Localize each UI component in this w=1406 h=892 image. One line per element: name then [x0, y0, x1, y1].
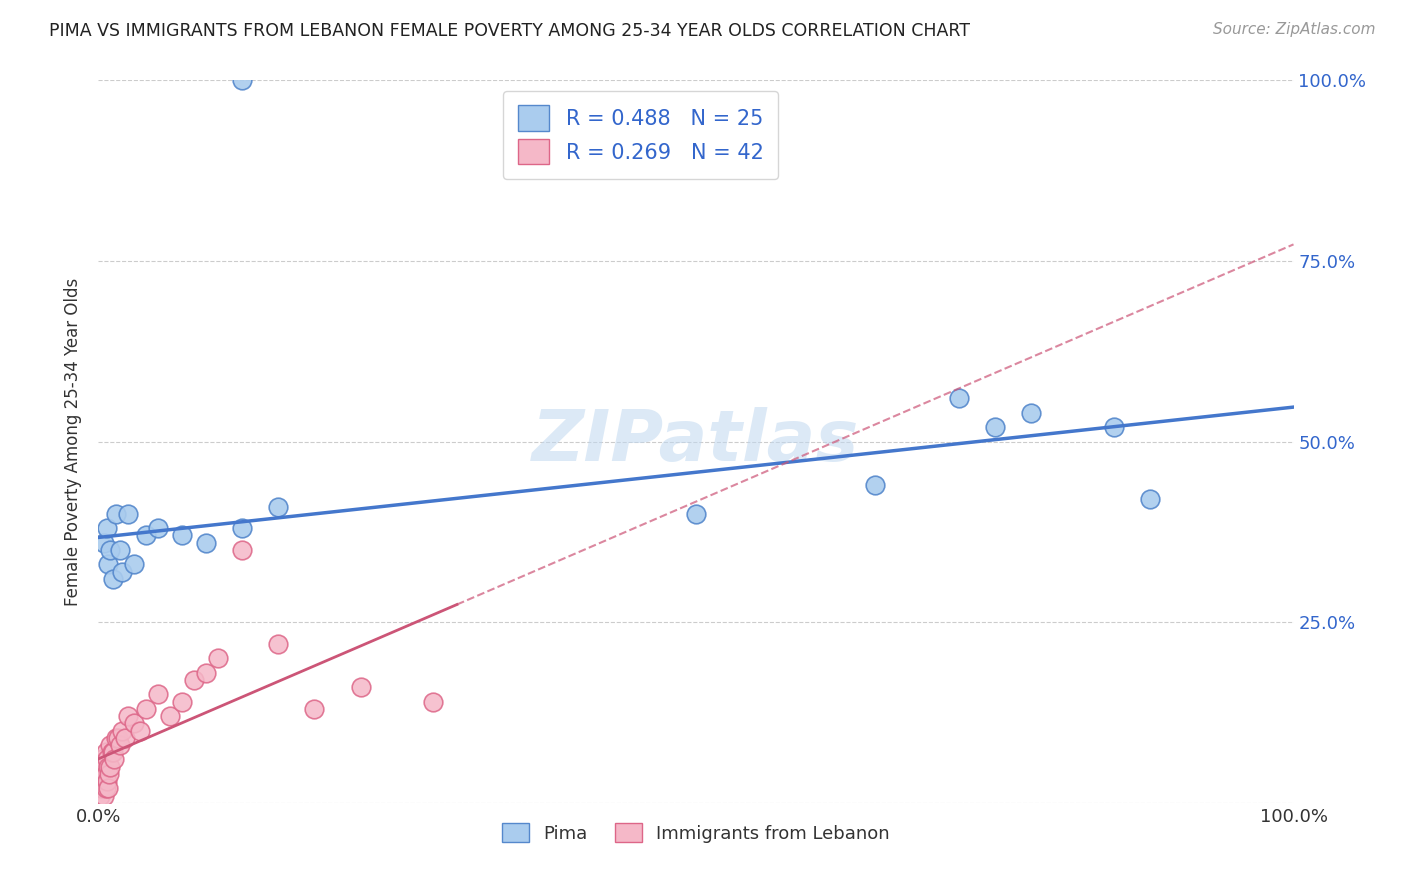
Point	[195, 665, 218, 680]
Point	[114, 731, 136, 745]
Point	[148, 687, 170, 701]
Point	[90, 781, 112, 796]
Point	[91, 767, 114, 781]
Point	[101, 745, 124, 759]
Point	[159, 709, 181, 723]
Point	[1019, 406, 1042, 420]
Point	[350, 680, 373, 694]
Point	[98, 542, 122, 557]
Point	[93, 760, 115, 774]
Point	[91, 752, 114, 766]
Point	[96, 752, 118, 766]
Point	[231, 542, 253, 557]
Point	[984, 420, 1007, 434]
Point	[97, 760, 120, 774]
Point	[105, 731, 128, 745]
Point	[108, 542, 131, 557]
Point	[91, 760, 114, 774]
Point	[96, 774, 118, 789]
Point	[111, 723, 134, 738]
Point	[948, 391, 970, 405]
Point	[129, 723, 152, 738]
Point	[422, 695, 444, 709]
Point	[124, 558, 146, 572]
Point	[148, 521, 170, 535]
Point	[91, 781, 114, 796]
Point	[98, 767, 121, 781]
Point	[865, 478, 887, 492]
Point	[101, 572, 124, 586]
Point	[117, 507, 139, 521]
Point	[231, 73, 253, 87]
Y-axis label: Female Poverty Among 25-34 Year Olds: Female Poverty Among 25-34 Year Olds	[65, 277, 83, 606]
Point	[267, 500, 290, 514]
Text: PIMA VS IMMIGRANTS FROM LEBANON FEMALE POVERTY AMONG 25-34 YEAR OLDS CORRELATION: PIMA VS IMMIGRANTS FROM LEBANON FEMALE P…	[49, 22, 970, 40]
Point	[91, 774, 114, 789]
Point	[195, 535, 218, 549]
Point	[267, 637, 290, 651]
Point	[93, 789, 115, 803]
Point	[94, 767, 117, 781]
Point	[97, 781, 120, 796]
Point	[94, 745, 117, 759]
Point	[183, 673, 205, 687]
Point	[172, 695, 194, 709]
Point	[111, 565, 134, 579]
Point	[98, 738, 122, 752]
Point	[117, 709, 139, 723]
Point	[98, 760, 122, 774]
Point	[93, 535, 115, 549]
Text: Source: ZipAtlas.com: Source: ZipAtlas.com	[1212, 22, 1375, 37]
Point	[1139, 492, 1161, 507]
Point	[94, 781, 117, 796]
Point	[108, 738, 131, 752]
Point	[135, 702, 157, 716]
Point	[172, 528, 194, 542]
Point	[685, 507, 707, 521]
Point	[302, 702, 325, 716]
Text: ZIPatlas: ZIPatlas	[533, 407, 859, 476]
Point	[124, 716, 146, 731]
Legend: Pima, Immigrants from Lebanon: Pima, Immigrants from Lebanon	[494, 814, 898, 852]
Point	[107, 731, 129, 745]
Point	[231, 521, 253, 535]
Point	[207, 651, 229, 665]
Point	[135, 528, 157, 542]
Point	[96, 521, 118, 535]
Point	[103, 752, 125, 766]
Point	[105, 507, 128, 521]
Point	[1104, 420, 1126, 434]
Point	[100, 745, 122, 759]
Point	[89, 789, 111, 803]
Point	[90, 767, 112, 781]
Point	[97, 558, 120, 572]
